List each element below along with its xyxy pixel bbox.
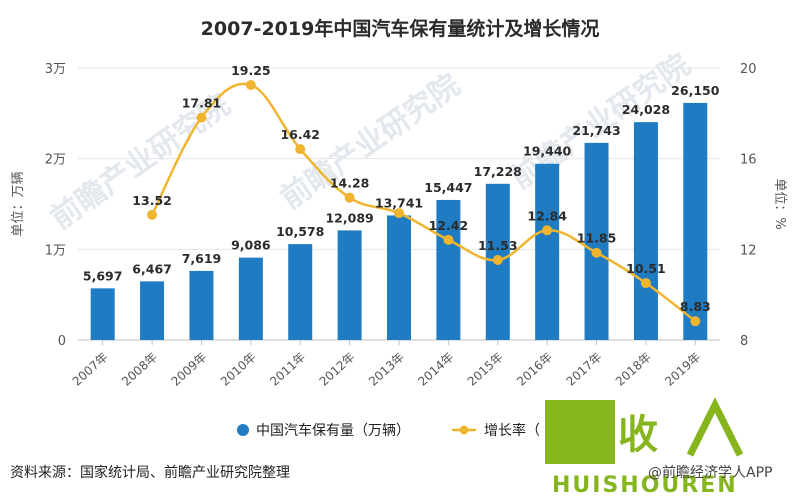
y-right-axis-title: 单位：% [772, 178, 787, 229]
legend: 中国汽车保有量（万辆）增长率（回收HUISHOUREN [237, 397, 744, 498]
bar-value-label: 10,578 [276, 224, 324, 239]
line-value-label: 14.28 [330, 176, 370, 191]
bar [633, 122, 658, 340]
line-value-label: 8.83 [680, 299, 711, 314]
bar-value-label: 6,467 [132, 261, 172, 276]
y-left-axis-title: 单位：万辆 [11, 171, 26, 236]
line-value-label: 19.25 [231, 63, 271, 78]
bar [288, 244, 313, 340]
bar [387, 215, 411, 340]
growth-rate-point [443, 234, 454, 245]
y-right-tick-label: 8 [740, 334, 748, 349]
bar-value-label: 12,089 [325, 210, 373, 225]
bar-value-label: 24,028 [622, 102, 670, 117]
bar [189, 270, 214, 340]
chart-title: 2007-2019年中国汽车保有量统计及增长情况 [200, 18, 600, 40]
bar-value-label: 5,697 [83, 268, 123, 283]
bar [584, 142, 609, 340]
x-tick-label: 2009年 [168, 350, 209, 389]
x-tick-label: 2012年 [317, 350, 358, 389]
gridlines [78, 67, 720, 341]
bar [238, 257, 263, 340]
line-value-label: 10.51 [626, 261, 666, 276]
data-labels: 5,697 6,467 7,619 9,086 10,57812,08913,74115… [83, 63, 720, 314]
logo-glyph-b: 收 [618, 412, 658, 458]
y-right-tick-label: 12 [740, 243, 757, 258]
y-left-tick-label: 1万 [45, 243, 66, 258]
y-left-tick-label: 2万 [45, 153, 66, 168]
logo-badge [545, 400, 615, 464]
line-value-label: 16.42 [280, 127, 320, 142]
x-tick-label: 2017年 [564, 350, 605, 389]
legend-label-line: 增长率（ [484, 422, 540, 439]
bar [436, 199, 461, 340]
bar [683, 102, 708, 340]
growth-rate-point [591, 247, 602, 258]
x-tick-label: 2010年 [218, 350, 259, 389]
y-right-tick-label: 16 [740, 153, 757, 168]
legend-swatch-bar [237, 424, 249, 436]
growth-rate-point [640, 278, 651, 289]
bar-value-label: 26,150 [671, 83, 720, 98]
credit-note: @前瞻经济学人APP [648, 465, 773, 481]
x-tick-label: 2013年 [366, 350, 407, 389]
growth-rate-point [690, 316, 701, 327]
bar-value-label: 21,743 [572, 123, 620, 138]
bar [140, 281, 165, 340]
growth-rate-point [196, 112, 207, 123]
growth-rate-point [147, 209, 158, 220]
bar [535, 163, 560, 340]
growth-rate-point [492, 254, 503, 265]
line-value-label: 11.53 [478, 238, 518, 253]
line-value-label: 12.84 [527, 208, 567, 223]
x-tick-label: 2007年 [70, 350, 111, 389]
legend-swatch-dot [459, 425, 469, 435]
y-left-tick-label: 0 [58, 334, 66, 349]
x-tick-label: 2016年 [514, 350, 555, 389]
x-tick-label: 2011年 [267, 350, 308, 389]
x-tick-label: 2018年 [613, 350, 654, 389]
growth-rate-point [245, 80, 256, 90]
bar-value-label: 15,447 [424, 180, 472, 195]
line-value-label: 17.81 [182, 96, 222, 111]
bar-value-label: 19,440 [523, 144, 572, 159]
bar-value-label: 7,619 [182, 251, 222, 266]
logo-wordmark: HUISHOUREN [552, 473, 738, 498]
growth-rate-point [542, 225, 553, 236]
x-tick-label: 2008年 [119, 350, 160, 389]
bar [90, 288, 115, 340]
x-tick-label: 2015年 [465, 350, 506, 389]
bar [337, 230, 362, 340]
logo-roof-icon [686, 397, 744, 457]
bar-value-label: 17,228 [474, 164, 522, 179]
legend-label-bar: 中国汽车保有量（万辆） [256, 422, 410, 439]
bar-value-label: 13,741 [375, 195, 423, 210]
growth-rate-point [394, 208, 404, 219]
growth-rate-point [295, 144, 306, 155]
y-right-tick-label: 20 [740, 62, 757, 77]
line-series [147, 80, 701, 327]
growth-rate-point [344, 192, 355, 203]
y-left-tick-label: 3万 [45, 62, 66, 77]
line-value-label: 11.85 [577, 231, 617, 246]
source-note: 资料来源：国家统计局、前瞻产业研究院整理 [10, 465, 290, 481]
line-value-label: 13.52 [132, 193, 172, 208]
line-value-label: 12.42 [429, 218, 469, 233]
x-tick-label: 2019年 [662, 350, 703, 389]
bar-value-label: 9,086 [231, 238, 271, 253]
x-tick-label: 2014年 [415, 350, 456, 389]
